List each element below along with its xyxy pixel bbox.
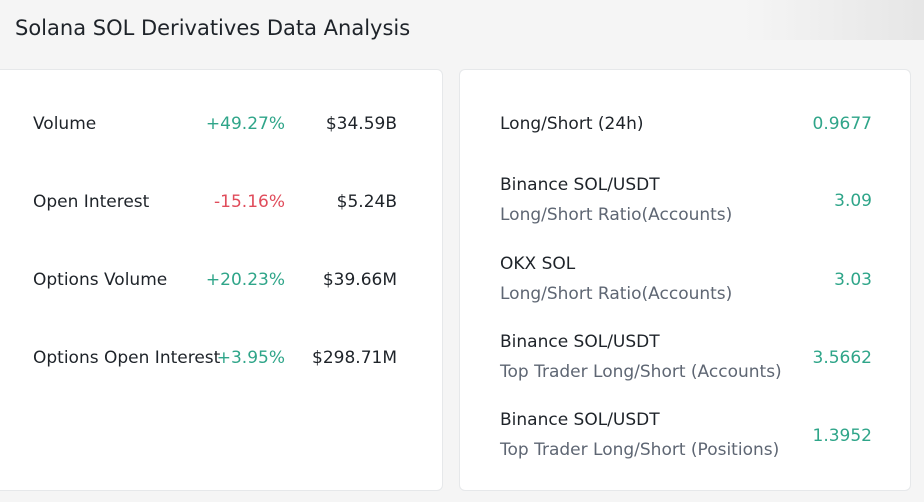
- metric-label: Open Interest: [33, 192, 150, 212]
- ratio-sublabel: Long/Short Ratio(Accounts): [500, 284, 733, 304]
- metric-label: Volume: [33, 114, 97, 134]
- ratio-value: 0.9677: [812, 114, 872, 134]
- metric-label: Options Volume: [33, 270, 168, 290]
- ratio-sublabel: Top Trader Long/Short (Accounts): [500, 362, 782, 382]
- ratio-value: 3.09: [834, 191, 872, 211]
- metric-label: Options Open Interest: [33, 348, 221, 368]
- ratio-value: 3.03: [834, 270, 872, 290]
- derivatives-metrics-card: Volume +49.27% $34.59B Open Interest -15…: [0, 69, 443, 491]
- page-title: Solana SOL Derivatives Data Analysis: [15, 16, 411, 40]
- metric-change: +49.27%: [205, 114, 285, 134]
- ratio-label: Binance SOL/USDT: [500, 410, 660, 430]
- metric-value: $5.24B: [336, 192, 397, 212]
- metric-value: $298.71M: [312, 348, 397, 368]
- metric-value: $34.59B: [325, 114, 397, 134]
- metric-change: +20.23%: [205, 270, 285, 290]
- ratio-value: 3.5662: [812, 348, 872, 368]
- metric-row-options-volume: Options Volume +20.23% $39.66M: [33, 266, 437, 296]
- ratio-label: Long/Short (24h): [500, 114, 644, 134]
- ratio-sublabel: Top Trader Long/Short (Positions): [500, 440, 780, 460]
- ratio-label: OKX SOL: [500, 254, 576, 274]
- ratio-label: Binance SOL/USDT: [500, 175, 660, 195]
- ratio-label: Binance SOL/USDT: [500, 332, 660, 352]
- ratio-sublabel: Long/Short Ratio(Accounts): [500, 205, 733, 225]
- ratio-value: 1.3952: [812, 426, 872, 446]
- metric-row-open-interest: Open Interest -15.16% $5.24B: [33, 188, 437, 218]
- long-short-ratio-card: Long/Short (24h) 0.9677 Binance SOL/USDT…: [459, 69, 911, 491]
- metric-change: +3.95%: [216, 348, 285, 368]
- header-glow: [744, 0, 924, 40]
- metric-row-options-open-interest: Options Open Interest +3.95% $298.71M: [33, 344, 437, 374]
- metric-value: $39.66M: [322, 270, 397, 290]
- metric-change: -15.16%: [214, 192, 285, 212]
- metric-row-volume: Volume +49.27% $34.59B: [33, 110, 437, 140]
